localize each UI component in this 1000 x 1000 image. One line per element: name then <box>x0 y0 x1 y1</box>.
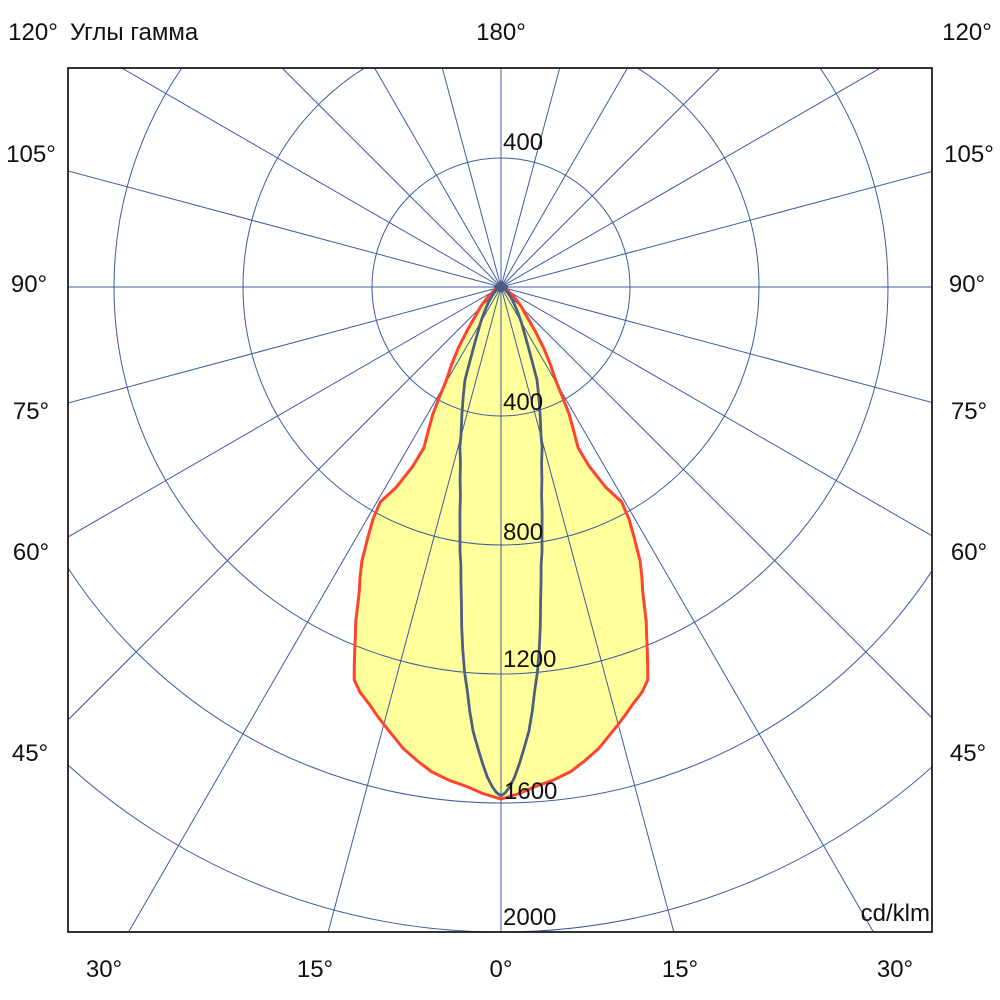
angle-label-5: 90° <box>11 271 47 298</box>
grid-radial-R135 <box>500 68 721 288</box>
grid-radial-L105 <box>68 170 502 288</box>
grid-radial-L150 <box>373 68 502 288</box>
series-narrow-lobe-curve <box>458 285 544 798</box>
intensity-tick-label-4: 1600 <box>504 778 557 805</box>
series-wide-lobe-outline <box>352 285 650 801</box>
grid-radial-L165 <box>441 68 502 288</box>
angle-label-8: 75° <box>951 398 987 425</box>
grid-radial-L30 <box>128 286 502 932</box>
grid-radial-L75 <box>68 286 502 404</box>
intensity-tick-label-5: 2000 <box>503 904 556 931</box>
grid-radial-R30 <box>500 286 874 932</box>
intensity-tick-label-2: 800 <box>503 519 543 546</box>
grid-radial-L135 <box>281 68 502 288</box>
grid-radial-R60 <box>500 286 932 537</box>
grid-radial-R165 <box>500 68 561 288</box>
grid-radial-R120 <box>500 68 882 288</box>
intensity-tick-label-1: 400 <box>503 389 543 416</box>
angle-label-9: 60° <box>13 539 49 566</box>
grid-radial-R150 <box>500 68 629 288</box>
grid-radial-R75 <box>500 286 932 404</box>
angle-label-7: 75° <box>13 398 49 425</box>
intensity-tick-label-3: 1200 <box>503 646 556 673</box>
labels-layer: 120° 180° 120° 105° 105° 90° 90° 75° 75° 60° 60° 45… <box>6 19 994 983</box>
angle-label-2: 120° <box>942 19 992 46</box>
angle-label-10: 60° <box>951 539 987 566</box>
angle-label-16: 15° <box>662 956 698 983</box>
grid-radial-R105 <box>500 170 932 288</box>
angle-label-14: 15° <box>297 956 333 983</box>
angle-label-3: 105° <box>6 141 56 168</box>
chart-title: Углы гамма <box>70 19 199 46</box>
grid-radial-L15 <box>327 286 502 932</box>
angle-label-1: 180° <box>476 19 526 46</box>
angle-label-13: 30° <box>86 956 122 983</box>
angle-label-11: 45° <box>12 740 48 767</box>
angle-label-6: 90° <box>949 271 985 298</box>
angle-label-12: 45° <box>950 740 986 767</box>
grid-radial-R15 <box>500 286 675 932</box>
grid-radial-L60 <box>68 286 502 538</box>
grid-radial-L120 <box>120 68 502 288</box>
angle-label-0: 120° <box>8 19 58 46</box>
angle-label-15: 0° <box>490 956 513 983</box>
angle-label-17: 30° <box>877 956 913 983</box>
angle-label-4: 105° <box>944 141 994 168</box>
units-label: cd/klm <box>861 900 930 927</box>
grid-radial-L45 <box>68 286 502 721</box>
intensity-tick-label-0: 400 <box>503 129 543 156</box>
center-diamond-marker <box>493 280 509 293</box>
plot-box-border <box>67 67 933 933</box>
grid-radial-R45 <box>500 286 932 719</box>
